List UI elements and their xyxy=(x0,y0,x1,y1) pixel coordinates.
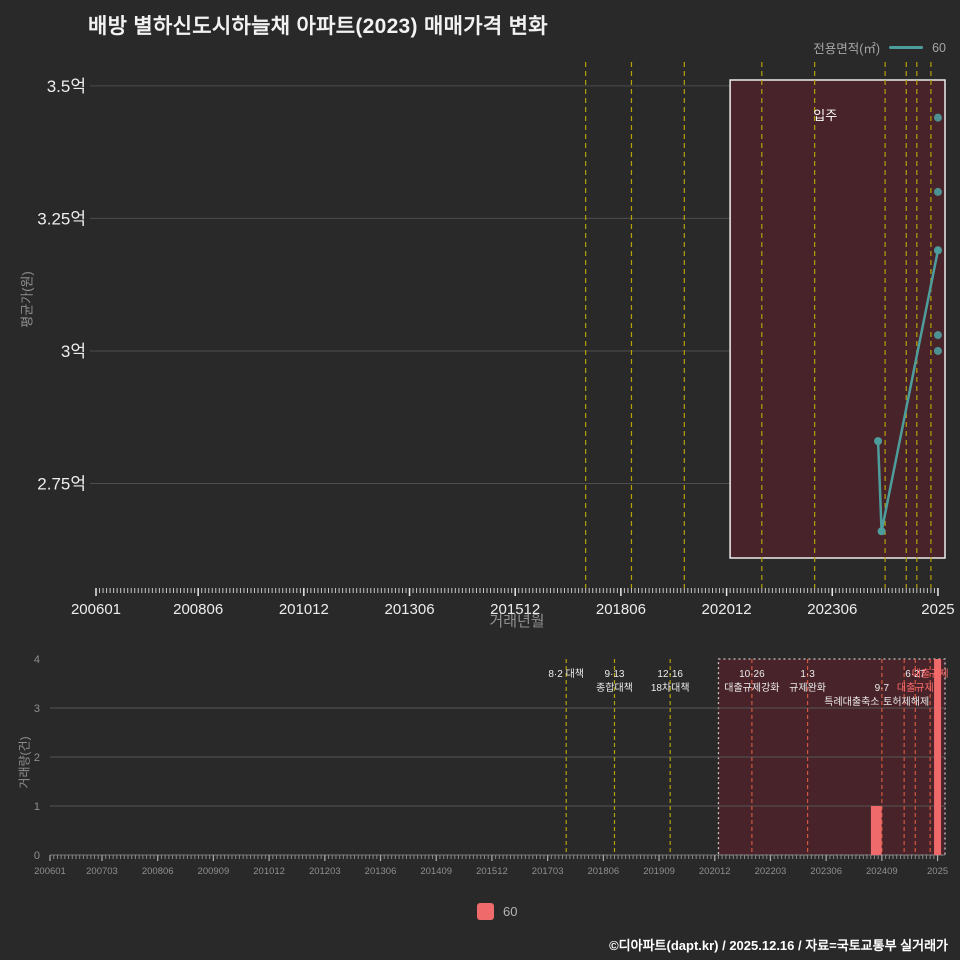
svg-text:200601: 200601 xyxy=(71,601,121,618)
top-legend-series-60[interactable]: 60 xyxy=(932,40,946,55)
svg-text:201012: 201012 xyxy=(253,866,285,877)
svg-text:4: 4 xyxy=(34,654,40,666)
svg-text:202012: 202012 xyxy=(699,866,731,877)
svg-text:201512: 201512 xyxy=(476,866,508,877)
x-axis-title: 거래년월 xyxy=(489,613,545,630)
svg-text:대출규제: 대출규제 xyxy=(912,668,949,680)
svg-text:200909: 200909 xyxy=(198,866,230,877)
svg-text:규제완화: 규제완화 xyxy=(789,682,826,694)
svg-text:201806: 201806 xyxy=(596,601,646,618)
svg-text:202203: 202203 xyxy=(755,866,787,877)
svg-text:201512: 201512 xyxy=(490,601,540,618)
top-legend-label: 전용면적(㎡) xyxy=(813,42,881,56)
bottom-legend[interactable]: 60 xyxy=(477,903,517,920)
svg-text:201909: 201909 xyxy=(643,866,675,877)
svg-text:입주: 입주 xyxy=(813,108,837,123)
top-legend: 전용면적(㎡) 60 xyxy=(813,38,946,57)
page-title: 배방 별하신도시하늘채 아파트(2023) 매매가격 변화 xyxy=(88,15,548,38)
svg-text:대출규제강화: 대출규제강화 xyxy=(724,682,779,694)
svg-text:9·13: 9·13 xyxy=(604,669,624,680)
svg-text:대출규제: 대출규제 xyxy=(897,682,934,694)
svg-text:1·3: 1·3 xyxy=(800,669,815,680)
svg-text:2025: 2025 xyxy=(927,866,948,877)
svg-text:12·16: 12·16 xyxy=(657,669,683,680)
bottom-legend-label: 60 xyxy=(503,904,518,919)
svg-text:201306: 201306 xyxy=(384,601,434,618)
svg-text:3억: 3억 xyxy=(61,342,86,361)
volume-bar-chart: 0 1 2 3 4 8·2 대책 9·13 종합대책 12·16 18차대책 10·26 대출규제강화… xyxy=(34,654,949,877)
svg-text:18차대책: 18차대책 xyxy=(651,682,690,694)
svg-text:6·27: 6·27 xyxy=(905,669,925,680)
svg-text:200601: 200601 xyxy=(34,866,66,877)
bar-series-swatch xyxy=(477,903,494,920)
svg-text:202306: 202306 xyxy=(807,601,857,618)
footer-credit: ©디아파트(dapt.kr) / 2025.12.16 / 자료=국토교통부 실… xyxy=(609,938,948,953)
svg-text:2.75억: 2.75억 xyxy=(37,475,86,494)
svg-text:특례대출축소: 특례대출축소 xyxy=(824,696,879,708)
svg-text:201409: 201409 xyxy=(420,866,452,877)
svg-text:3: 3 xyxy=(34,703,40,715)
svg-text:토허제해제: 토허제해제 xyxy=(883,695,929,708)
svg-text:8·2 대책: 8·2 대책 xyxy=(548,668,584,680)
svg-text:10·26: 10·26 xyxy=(739,669,765,680)
svg-text:201703: 201703 xyxy=(532,866,564,877)
svg-text:200703: 200703 xyxy=(86,866,118,877)
svg-text:200806: 200806 xyxy=(142,866,174,877)
svg-text:201806: 201806 xyxy=(587,866,619,877)
svg-text:0: 0 xyxy=(34,850,40,862)
svg-text:201012: 201012 xyxy=(279,601,329,618)
svg-text:202012: 202012 xyxy=(702,601,752,618)
svg-text:1: 1 xyxy=(34,801,40,813)
svg-text:201203: 201203 xyxy=(309,866,341,877)
svg-text:200806: 200806 xyxy=(173,601,223,618)
svg-text:3.25억: 3.25억 xyxy=(37,209,86,228)
svg-text:9·7: 9·7 xyxy=(875,683,890,694)
svg-text:202409: 202409 xyxy=(866,866,898,877)
svg-text:201306: 201306 xyxy=(365,866,397,877)
svg-text:2: 2 xyxy=(34,752,40,764)
svg-text:2025: 2025 xyxy=(921,601,954,618)
price-line-chart: 3.5억 3.25억 3억 2.75억 입주 200601 200806 201012 2013… xyxy=(37,62,955,618)
svg-text:202306: 202306 xyxy=(810,866,842,877)
series-line-swatch xyxy=(889,46,924,49)
svg-text:3.5억: 3.5억 xyxy=(47,77,86,96)
svg-text:종합대책: 종합대책 xyxy=(596,682,633,694)
